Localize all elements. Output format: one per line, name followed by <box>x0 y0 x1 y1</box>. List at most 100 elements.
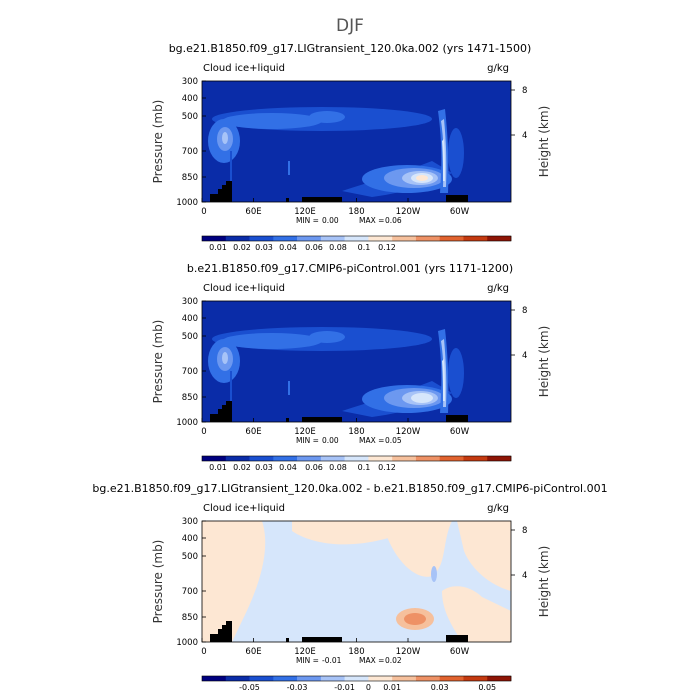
y-axis-label: Pressure (mb) <box>151 540 165 624</box>
colorbar-swatch <box>368 456 393 461</box>
colorbar-tick-label: 0.03 <box>255 463 273 472</box>
colorbar-swatch <box>320 456 345 461</box>
max-value: 0.05 <box>385 436 402 445</box>
y-tick-label: 400 <box>182 94 198 104</box>
y-tick-label: 500 <box>182 552 198 562</box>
colorbar-tick-label: 0.1 <box>358 463 371 472</box>
colorbar-swatch <box>225 236 250 241</box>
field-contour <box>442 359 445 401</box>
colorbar-tick-label: 0.06 <box>305 463 323 472</box>
field-contour <box>416 175 428 181</box>
colorbar-tick-label: -0.03 <box>287 683 308 692</box>
field-contour <box>222 333 322 349</box>
y2-tick-label: 4 <box>522 571 527 581</box>
x-tick-label: 60E <box>245 647 261 657</box>
colorbar-swatch <box>225 456 250 461</box>
colorbar-swatch <box>225 676 250 681</box>
x-tick-label: 180 <box>348 427 364 437</box>
x-tick-label: 60W <box>450 427 470 437</box>
units-label: g/kg <box>487 63 509 74</box>
min-value: -0.01 <box>322 656 342 665</box>
field-contour <box>309 331 345 343</box>
field-contour <box>292 521 407 545</box>
y-tick-label: 1000 <box>176 418 198 428</box>
colorbar-tick-label: 0.03 <box>255 243 273 252</box>
field-contour <box>288 161 290 175</box>
colorbar-swatch <box>202 456 227 461</box>
colorbar-swatch <box>368 236 393 241</box>
panel-1: bg.e21.B1850.f09_g17.LIGtransient_120.0k… <box>151 42 551 252</box>
x-tick-label: 0 <box>201 647 206 657</box>
field-contour <box>448 348 464 398</box>
colorbar-swatch <box>463 456 488 461</box>
colorbar-swatch <box>463 236 488 241</box>
colorbar-tick-label: 0.05 <box>478 683 496 692</box>
colorbar-swatch <box>249 676 274 681</box>
colorbar-swatch <box>202 676 227 681</box>
x-tick-label: 60W <box>450 647 470 657</box>
y2-axis-label: Height (km) <box>537 546 551 617</box>
colorbar-frame <box>201 675 512 682</box>
y-tick-label: 500 <box>182 332 198 342</box>
colorbar: 0.01 0.02 0.03 0.04 0.06 0.08 0.1 0.12 <box>201 455 512 472</box>
colorbar-swatch <box>463 676 488 681</box>
colorbar-swatch <box>392 676 417 681</box>
y-tick-label: 700 <box>182 367 198 377</box>
colorbar-tick-label: -0.05 <box>239 683 260 692</box>
colorbar-swatch <box>344 456 369 461</box>
colorbar-tick-label: 0 <box>366 683 371 692</box>
field-contour <box>457 521 511 591</box>
field-contour <box>442 139 445 181</box>
y-tick-label: 300 <box>182 77 198 87</box>
colorbar-swatch <box>344 236 369 241</box>
topography-block <box>226 621 232 642</box>
colorbar-tick-label: 0.1 <box>358 243 371 252</box>
topography-block <box>302 637 342 642</box>
colorbar-tick-label: 0.03 <box>431 683 449 692</box>
y2-tick-label: 8 <box>522 526 527 536</box>
y-tick-label: 700 <box>182 147 198 157</box>
colorbar-swatch <box>320 236 345 241</box>
min-label: MIN = <box>296 216 319 225</box>
colorbar-tick-label: 0.04 <box>279 463 297 472</box>
y2-tick-label: 8 <box>522 86 527 96</box>
main-title: DJF <box>336 16 364 36</box>
topography-block <box>286 198 289 202</box>
topography-block <box>226 181 232 202</box>
field-contour <box>309 111 345 123</box>
colorbar-tick-label: 0.04 <box>279 243 297 252</box>
min-value: 0.00 <box>322 436 339 445</box>
colorbar: 0.01 0.02 0.03 0.04 0.06 0.08 0.1 0.12 <box>201 235 512 252</box>
colorbar-tick-label: 0.01 <box>209 243 227 252</box>
y-tick-label: 850 <box>182 613 198 623</box>
colorbar-swatch <box>368 676 393 681</box>
colorbar-swatch <box>249 236 274 241</box>
colorbar-tick-label: 0.02 <box>233 463 251 472</box>
contour-field <box>201 80 512 203</box>
panel-title: bg.e21.B1850.f09_g17.LIGtransient_120.0k… <box>169 42 532 55</box>
y-tick-label: 500 <box>182 112 198 122</box>
x-tick-label: 60E <box>245 207 261 217</box>
variable-label: Cloud ice+liquid <box>203 63 285 74</box>
x-tick-label: 180 <box>348 647 364 657</box>
x-tick-label: 120E <box>294 427 316 437</box>
variable-label: Cloud ice+liquid <box>203 503 285 514</box>
colorbar-swatch <box>439 456 464 461</box>
colorbar-tick-label: 0.08 <box>329 243 347 252</box>
colorbar-swatch <box>320 676 345 681</box>
colorbar-swatch <box>392 236 417 241</box>
y-tick-label: 400 <box>182 534 198 544</box>
colorbar-swatch <box>487 456 512 461</box>
colorbar-swatch <box>297 676 322 681</box>
colorbar-swatch <box>249 456 274 461</box>
panels-group: bg.e21.B1850.f09_g17.LIGtransient_120.0k… <box>92 42 607 692</box>
topography-block <box>446 415 468 422</box>
topography-block <box>286 418 289 422</box>
colorbar-swatch <box>487 236 512 241</box>
colorbar-swatch <box>273 236 298 241</box>
max-value: 0.02 <box>385 656 402 665</box>
x-tick-label: 120W <box>396 427 421 437</box>
colorbar-swatch <box>415 236 440 241</box>
y-tick-label: 850 <box>182 173 198 183</box>
topography-block <box>226 401 232 422</box>
